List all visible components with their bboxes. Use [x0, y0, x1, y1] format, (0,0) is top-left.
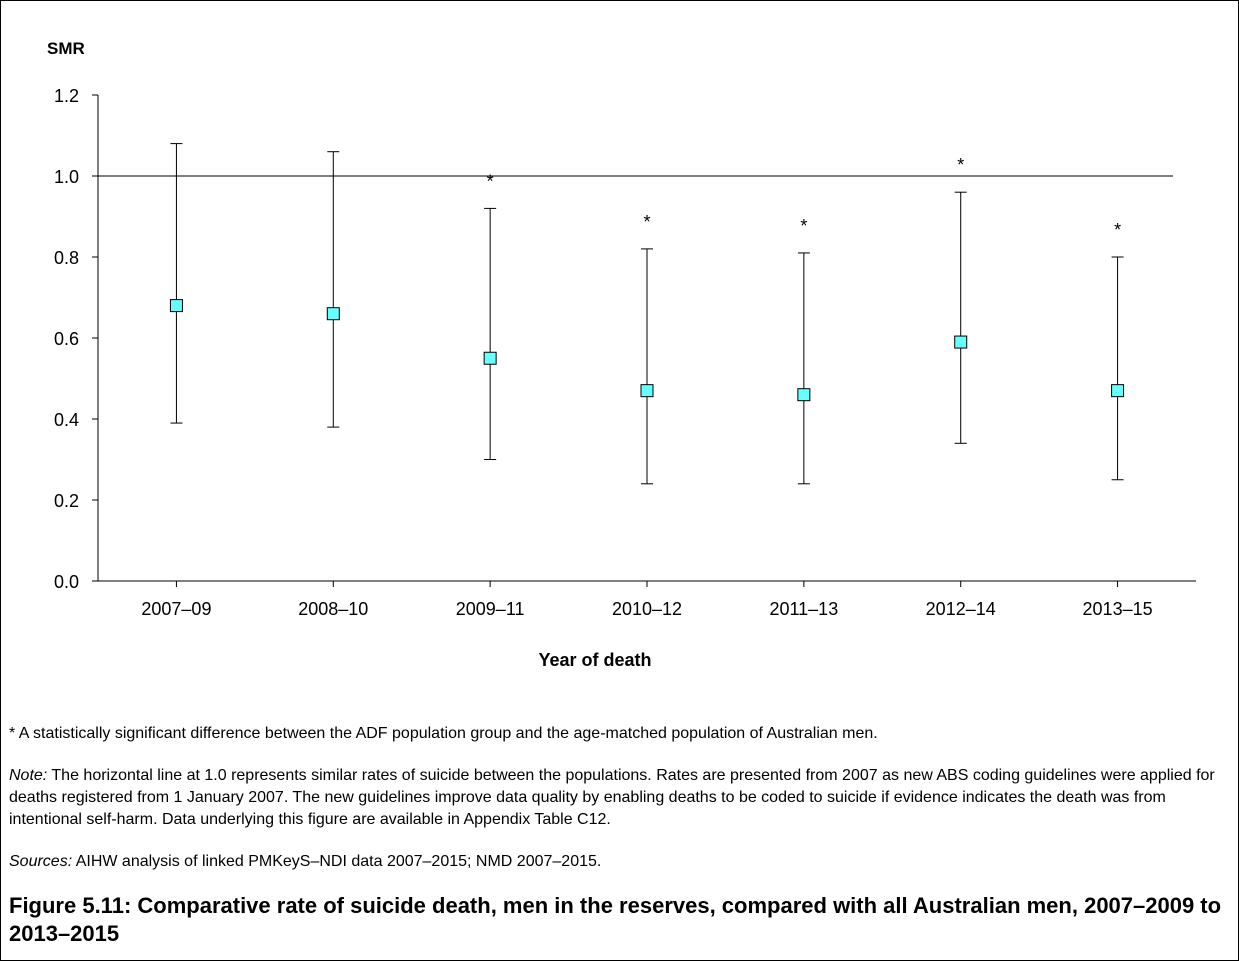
x-tick-label: 2011–13 [769, 599, 838, 619]
y-tick-label: 1.2 [54, 86, 79, 106]
y-tick-label: 0.4 [54, 410, 79, 430]
significance-footnote: * A statistically significant difference… [9, 725, 878, 742]
significance-marker: * [800, 216, 807, 236]
x-tick-label: 2008–10 [298, 599, 368, 619]
x-tick-label: 2013–15 [1083, 599, 1153, 619]
sources-paragraph: Sources: AIHW analysis of linked PMKeyS–… [9, 851, 1224, 873]
data-point-marker [169, 299, 183, 313]
y-tick-label: 0.0 [54, 572, 79, 592]
sources-text: AIHW analysis of linked PMKeyS–NDI data … [72, 853, 602, 870]
data-point-marker [1111, 384, 1125, 398]
x-tick-label: 2009–11 [456, 599, 525, 619]
y-tick-label: 0.8 [54, 248, 79, 268]
note-text: The horizontal line at 1.0 represents si… [9, 767, 1215, 828]
data-point-marker [954, 335, 968, 349]
note-label: Note: [9, 767, 48, 784]
data-point-marker [640, 384, 654, 398]
y-tick-label: 0.2 [54, 491, 79, 511]
figure-caption: Figure 5.11: Comparative rate of suicide… [9, 893, 1222, 946]
data-point-marker [797, 388, 811, 402]
data-point-marker [326, 307, 340, 321]
significance-marker: * [957, 155, 964, 175]
data-point-marker [483, 351, 497, 365]
chart: SMR 0.0 0.2 0.4 0.6 0.8 1.0 1.2 2007–09 2008–10 2… [47, 39, 1196, 670]
data-marks: * * * * * [169, 143, 1125, 485]
significance-marker: * [1114, 220, 1121, 240]
y-tick-label: 1.0 [54, 167, 79, 187]
x-tick-label: 2012–14 [926, 599, 996, 619]
x-tick-label: 2010–12 [612, 599, 682, 619]
axes: 0.0 0.2 0.4 0.6 0.8 1.0 1.2 2007–09 2008–10 2009–… [54, 86, 1196, 619]
x-axis-title: Year of death [538, 650, 651, 670]
y-axis-title: SMR [47, 39, 85, 58]
y-tick-label: 0.6 [54, 329, 79, 349]
significance-marker: * [643, 212, 650, 232]
note-paragraph: Note: The horizontal line at 1.0 represe… [9, 765, 1224, 831]
significance-marker: * [487, 171, 494, 191]
x-tick-label: 2007–09 [141, 599, 211, 619]
sources-label: Sources: [9, 853, 73, 870]
